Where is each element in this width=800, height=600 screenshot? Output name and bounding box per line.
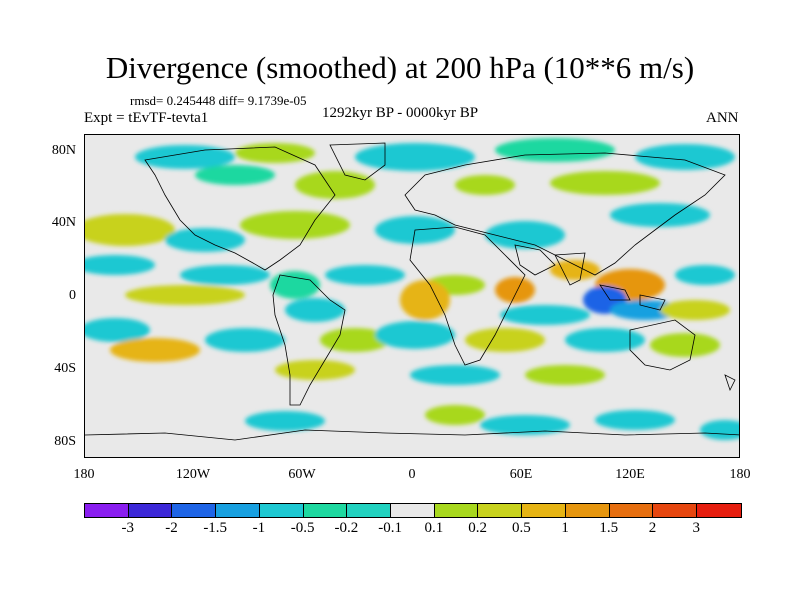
- colorbar: [84, 503, 742, 518]
- lon-label-120e: 120E: [615, 467, 645, 482]
- lat-label-80n: 80N: [51, 143, 76, 158]
- lat-label-40s: 40S: [54, 361, 76, 376]
- season-label: ANN: [706, 110, 739, 126]
- plot-title: Divergence (smoothed) at 200 hPa (10**6 …: [105, 50, 695, 85]
- colorbar-label: -3: [121, 520, 134, 536]
- colorbar-cell: [653, 504, 698, 517]
- lon-label-60w: 60W: [288, 467, 316, 482]
- lat-label-80s: 80S: [54, 434, 76, 449]
- lon-label-60e: 60E: [509, 467, 533, 482]
- colorbar-cell: [391, 504, 435, 517]
- map-canvas: [85, 135, 739, 457]
- colorbar-label: 3: [692, 520, 701, 536]
- colorbar-cell: [478, 504, 523, 517]
- lon-label-0: 0: [408, 467, 416, 482]
- colorbar-label: -1.5: [203, 520, 228, 536]
- colorbar-cell: [434, 504, 479, 517]
- colorbar-label: -2: [165, 520, 178, 536]
- colorbar-cell: [565, 504, 610, 517]
- colorbar-cell: [172, 504, 217, 517]
- colorbar-cell: [85, 504, 129, 517]
- period-label: 1292kyr BP - 0000kyr BP: [322, 105, 479, 121]
- colorbar-cell: [128, 504, 173, 517]
- colorbar-label: 0.1: [424, 520, 444, 536]
- colorbar-label: -0.5: [290, 520, 315, 536]
- colorbar-label: 1: [561, 520, 569, 536]
- lon-label-120w: 120W: [175, 467, 211, 482]
- colorbar-label: -0.1: [378, 520, 402, 536]
- colorbar-label: 0.2: [468, 520, 487, 536]
- colorbar-label: 2: [648, 520, 657, 536]
- colorbar-cell: [303, 504, 348, 517]
- lat-label-0: 0: [69, 288, 76, 303]
- coastlines: [85, 142, 739, 441]
- stats-text: rmsd= 0.245448 diff= 9.1739e-05: [130, 93, 307, 108]
- colorbar-cell: [347, 504, 392, 517]
- colorbar-cell: [522, 504, 566, 517]
- colorbar-label: -0.2: [334, 520, 359, 536]
- colorbar-label: -1: [252, 520, 266, 536]
- colorbar-cell: [259, 504, 304, 517]
- colorbar-label: 0.5: [511, 520, 531, 536]
- colorbar-cell: [216, 504, 260, 517]
- lon-label-180e: 180: [729, 467, 751, 482]
- experiment-label: Expt = tEvTF-tevta1: [84, 110, 209, 126]
- colorbar-label: 1.5: [599, 520, 619, 536]
- lat-label-40n: 40N: [51, 215, 76, 230]
- lon-label-180w: 180: [73, 467, 95, 482]
- colorbar-cell: [697, 504, 741, 517]
- colorbar-cell: [609, 504, 654, 517]
- divergence-map: [84, 134, 740, 458]
